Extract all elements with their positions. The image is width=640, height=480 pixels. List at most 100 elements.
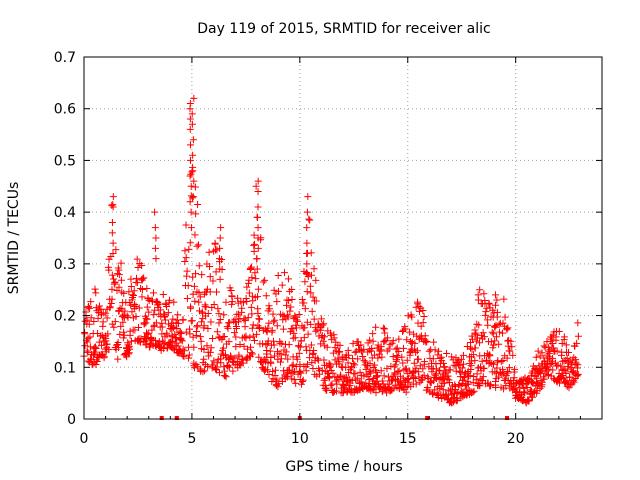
data-point — [222, 373, 230, 381]
spike-point — [492, 301, 500, 309]
data-point — [557, 362, 565, 370]
data-point — [540, 342, 548, 350]
data-point — [320, 356, 328, 364]
data-point — [329, 369, 337, 377]
data-point — [508, 343, 516, 351]
data-point — [107, 299, 115, 307]
data-point — [360, 357, 368, 365]
data-point — [247, 349, 255, 357]
spike-point — [493, 296, 501, 304]
data-point — [248, 310, 256, 318]
data-point — [251, 269, 259, 277]
chart-title: Day 119 of 2015, SRMTID for receiver ali… — [197, 21, 490, 37]
data-point — [464, 380, 472, 388]
data-point — [227, 353, 235, 361]
data-point — [399, 359, 407, 367]
data-point — [353, 374, 361, 382]
data-point — [220, 333, 228, 341]
data-point — [232, 333, 240, 341]
data-point — [399, 326, 407, 334]
data-point — [300, 299, 308, 307]
data-point — [199, 368, 207, 376]
data-point — [255, 315, 263, 323]
data-point — [367, 367, 375, 375]
data-point — [191, 183, 199, 191]
data-point — [423, 337, 431, 345]
data-point — [273, 376, 281, 384]
data-point — [401, 325, 409, 333]
data-point — [139, 274, 147, 282]
data-point — [473, 370, 481, 378]
data-point — [127, 283, 135, 291]
data-point — [256, 315, 264, 323]
data-point — [398, 353, 406, 361]
data-point — [388, 377, 396, 385]
data-point — [182, 254, 190, 262]
data-point — [225, 363, 233, 371]
data-point — [459, 351, 467, 359]
data-point — [250, 241, 258, 249]
data-point — [252, 182, 260, 190]
data-point — [403, 356, 411, 364]
data-point — [117, 276, 125, 284]
data-point — [469, 388, 477, 396]
data-point — [289, 369, 297, 377]
data-point — [202, 303, 210, 311]
data-point — [288, 286, 296, 294]
data-point — [120, 328, 128, 336]
spike-point — [189, 151, 197, 159]
data-point — [186, 239, 194, 247]
data-point — [251, 337, 259, 345]
data-point — [429, 390, 437, 398]
data-point — [329, 388, 337, 396]
data-point — [205, 352, 213, 360]
data-point — [284, 313, 292, 321]
data-point — [312, 327, 320, 335]
data-point — [301, 324, 309, 332]
data-point — [204, 310, 212, 318]
data-point — [349, 340, 357, 348]
data-point — [200, 322, 208, 330]
data-point — [174, 342, 182, 350]
data-point — [444, 372, 452, 380]
data-point — [558, 366, 566, 374]
data-point — [115, 271, 123, 279]
spike-point — [304, 193, 312, 201]
data-point — [562, 341, 570, 349]
spike-point — [187, 224, 195, 232]
data-point — [299, 376, 307, 384]
data-point — [448, 399, 456, 407]
data-point — [230, 329, 238, 337]
spike-point — [253, 255, 261, 263]
data-point — [308, 271, 316, 279]
data-point — [178, 337, 186, 345]
data-point — [249, 350, 257, 358]
data-point — [194, 200, 202, 208]
data-point — [540, 375, 548, 383]
data-point — [349, 360, 357, 368]
data-point — [490, 341, 498, 349]
x-tick-label: 20 — [507, 431, 525, 447]
data-point — [480, 290, 488, 298]
data-point — [303, 269, 311, 277]
data-point — [115, 283, 123, 291]
data-point — [270, 318, 278, 326]
data-point — [174, 311, 182, 319]
data-point — [310, 315, 318, 323]
data-point — [415, 307, 423, 315]
data-point — [271, 352, 279, 360]
data-point — [393, 344, 401, 352]
data-point — [290, 375, 298, 383]
data-point — [285, 341, 293, 349]
data-point — [504, 342, 512, 350]
data-point — [472, 330, 480, 338]
data-point — [242, 294, 250, 302]
spike-point — [189, 136, 197, 144]
data-point — [124, 313, 132, 321]
data-point — [236, 340, 244, 348]
data-point — [357, 341, 365, 349]
data-point — [492, 321, 500, 329]
data-point — [563, 354, 571, 362]
data-point — [509, 351, 517, 359]
